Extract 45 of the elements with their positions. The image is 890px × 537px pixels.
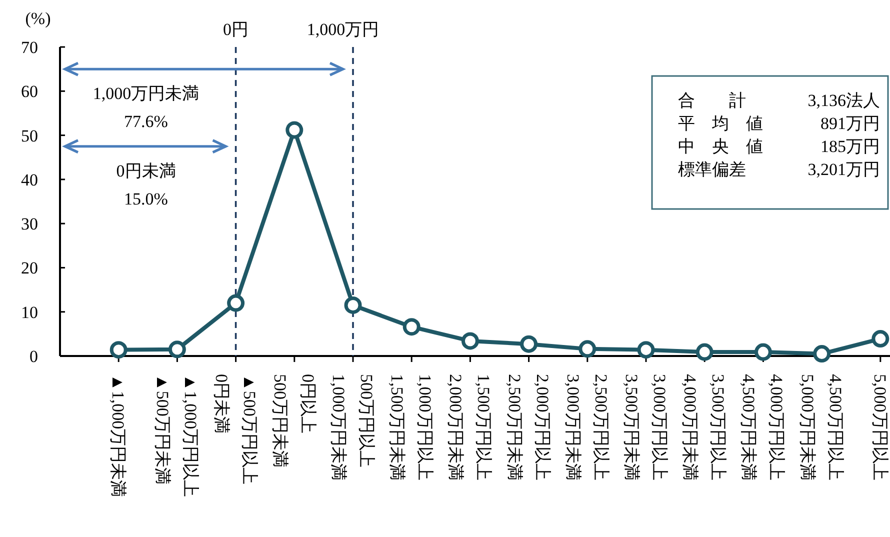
x-tick-label: 3,500万円以上 4,000万円未満 xyxy=(680,374,728,480)
x-tick-label: ▲1,000万円未満 xyxy=(108,374,128,498)
point xyxy=(813,345,831,363)
x-tick-label: 1,500万円以上 2,000万円未満 xyxy=(446,374,494,480)
point xyxy=(872,330,890,348)
y-tick-label: 70 xyxy=(21,38,38,57)
x-tick-label: 5,000万円以上 xyxy=(870,374,890,480)
point xyxy=(578,340,596,358)
text: 標準偏差 3,201万円 xyxy=(678,160,880,179)
y-tick-label: 20 xyxy=(21,258,38,278)
x-tick-label: 2,000万円以上 2,500万円未満 xyxy=(504,374,552,480)
x-tick-label: 2,500万円以上 3,000万円未満 xyxy=(563,374,610,480)
point xyxy=(286,121,304,139)
y-tick-label: 30 xyxy=(21,214,38,234)
y-tick-label: 10 xyxy=(21,302,38,322)
y-tick-label: 60 xyxy=(21,82,38,102)
text: 平 均 値 891万円 xyxy=(678,114,880,133)
text: 合 計 3,136法人 xyxy=(678,91,880,110)
x-tick-label: ▲1,000万円以上 ▲500万円未満 xyxy=(153,374,200,498)
point xyxy=(461,332,479,350)
x-tick-label: 500万円以上 1,000万円未満 xyxy=(329,374,376,480)
point xyxy=(754,343,772,361)
y-tick-label: 50 xyxy=(21,126,38,146)
point xyxy=(402,318,420,336)
text: 中 央 値 185万円 xyxy=(678,137,880,156)
y-tick-label: 0 xyxy=(30,347,38,366)
y-tick-label: 40 xyxy=(21,170,38,190)
x-tick-label: 4,500万円以上 5,000万円未満 xyxy=(798,374,845,480)
x-tick-label: 3,000万円以上 3,500万円未満 xyxy=(622,374,669,480)
point xyxy=(520,335,538,353)
point xyxy=(696,343,714,361)
ref-line-label: 1,000万円 xyxy=(306,20,380,39)
annotation: 0円未満 15.0% xyxy=(116,161,176,208)
y-axis-title: (%) xyxy=(25,9,51,28)
x-tick-label: 0円以上 500万円未満 xyxy=(270,374,318,468)
x-tick-label: 1,000万円以上 1,500万円未満 xyxy=(388,374,435,480)
x-tick-label: 4,000万円以上 4,500万円未満 xyxy=(739,374,786,480)
ref-line-label: 0円 xyxy=(223,20,249,39)
annotation: 1,000万円未満 77.6% xyxy=(92,84,200,132)
point xyxy=(168,340,186,358)
point xyxy=(227,294,245,312)
point xyxy=(110,341,128,359)
x-tick-label: ▲500万円以上 0円未満 xyxy=(212,374,259,484)
point xyxy=(344,296,362,314)
point xyxy=(637,341,655,359)
